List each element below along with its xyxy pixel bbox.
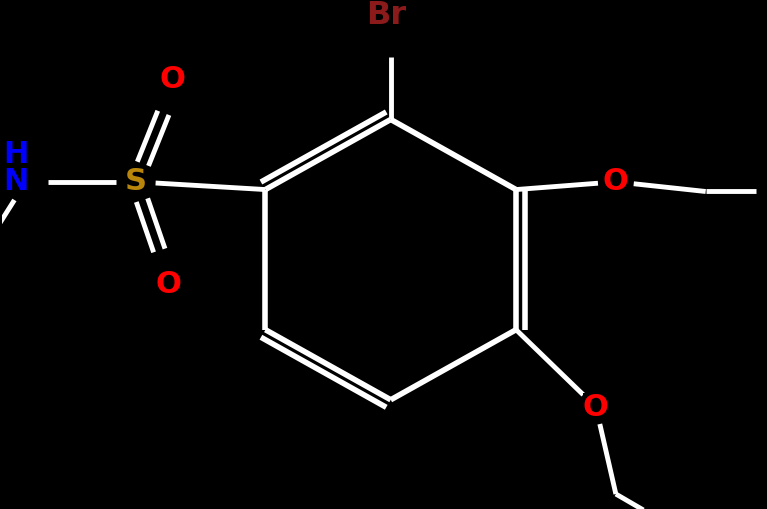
Text: N: N: [3, 167, 28, 196]
Text: O: O: [603, 167, 629, 196]
Text: O: O: [156, 270, 182, 299]
Text: S: S: [125, 167, 146, 196]
Text: Br: Br: [366, 0, 406, 31]
Text: H: H: [3, 140, 28, 169]
Text: O: O: [160, 65, 186, 94]
Text: O: O: [583, 392, 609, 421]
